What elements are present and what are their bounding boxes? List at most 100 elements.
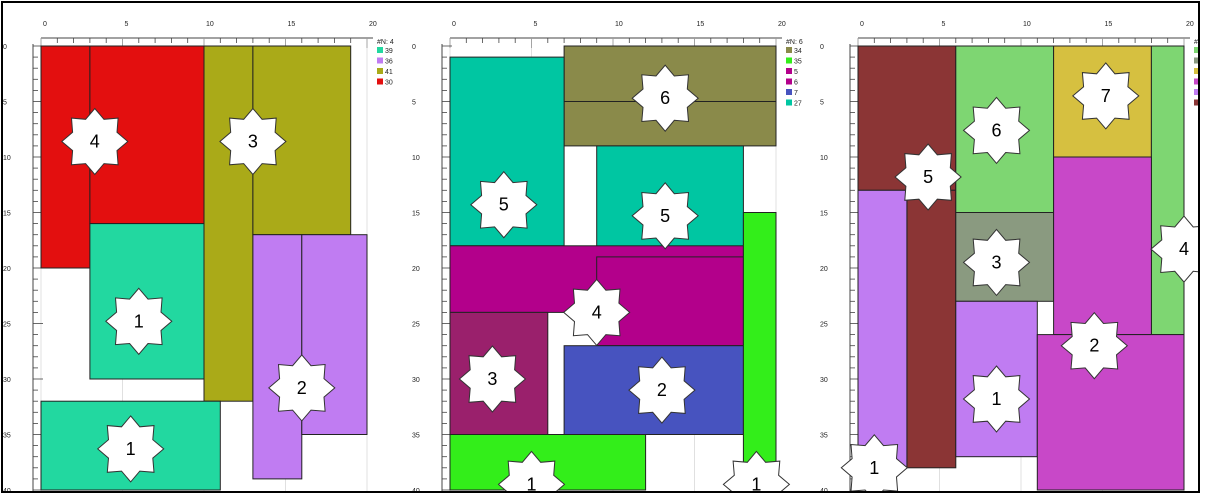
star-marker[interactable]: 2	[1060, 311, 1129, 380]
legend-swatch	[1194, 57, 1198, 64]
star-shape	[1072, 62, 1140, 130]
x-tick-label: 10	[206, 21, 214, 28]
legend-swatch	[786, 68, 792, 74]
x-tick-label: 15	[1105, 21, 1113, 28]
star-marker[interactable]: 5	[631, 182, 699, 250]
puzzle-piece[interactable]	[1150, 45, 1185, 336]
x-tick-label: 5	[534, 21, 538, 28]
puzzle-piece[interactable]	[1053, 156, 1152, 336]
star-marker[interactable]: 3	[962, 228, 1031, 297]
star-marker[interactable]: 6	[631, 64, 699, 132]
star-shape	[962, 228, 1031, 297]
legend-label: 5	[794, 69, 798, 76]
legend-label: 35	[794, 59, 802, 66]
x-tick-label: 15	[697, 21, 705, 28]
star-number: 1	[526, 474, 536, 493]
star-shape	[96, 415, 165, 483]
puzzle-piece[interactable]	[252, 234, 303, 480]
legend-label: 39	[385, 48, 393, 55]
star-shape	[470, 170, 538, 239]
y-tick-label: 15	[820, 211, 828, 218]
star-number: 7	[1101, 86, 1111, 106]
star-marker[interactable]: 1	[105, 287, 173, 356]
puzzle-piece[interactable]	[203, 45, 254, 402]
star-number: 1	[992, 389, 1002, 409]
star-marker[interactable]: 5	[894, 143, 962, 211]
star-number: 3	[992, 252, 1002, 272]
puzzle-piece[interactable]	[906, 189, 957, 469]
star-marker[interactable]: 1	[497, 450, 566, 493]
star-number: 2	[657, 380, 667, 400]
star-shape	[1060, 311, 1129, 380]
legend-swatch	[1194, 47, 1198, 53]
star-shape	[840, 434, 909, 491]
star-marker[interactable]: 1	[96, 415, 165, 483]
star-marker[interactable]: 7	[1072, 62, 1140, 130]
legend-swatch	[786, 78, 792, 85]
puzzle-piece[interactable]	[742, 212, 777, 491]
star-number: 1	[869, 458, 879, 478]
legend-swatch	[786, 47, 792, 53]
star-number: 1	[751, 474, 761, 493]
star-shape	[631, 182, 699, 250]
star-marker[interactable]: 3	[458, 345, 527, 413]
puzzle-piece[interactable]	[857, 189, 908, 469]
star-shape	[628, 356, 696, 424]
star-shape	[219, 107, 287, 176]
star-marker[interactable]: 4	[61, 107, 129, 176]
star-marker[interactable]: 2	[628, 356, 696, 424]
star-shape	[722, 450, 791, 491]
star-number: 3	[248, 131, 258, 151]
y-tick-label: 10	[3, 155, 11, 162]
y-tick-label: 20	[3, 266, 11, 273]
star-marker[interactable]: 1	[722, 450, 791, 493]
legend-label: 34	[794, 48, 802, 55]
y-tick-label: 15	[412, 211, 420, 218]
puzzle-piece[interactable]	[596, 256, 744, 347]
star-marker[interactable]: 6	[962, 96, 1031, 165]
star-number: 6	[660, 88, 670, 108]
legend-title: #N: 4	[377, 39, 394, 46]
puzzle-board-1: 0 5 10 15 20 0 5 10 15 20 25 30 35 40 #N: 4 39 36 41 30 4 3 1…	[3, 21, 394, 491]
star-marker[interactable]: 1	[962, 365, 1031, 433]
x-tick-label: 5	[125, 21, 129, 28]
star-number: 5	[499, 195, 509, 215]
star-marker[interactable]: 2	[268, 354, 336, 422]
legend-swatch	[1194, 68, 1198, 74]
legend-label: 27	[794, 101, 802, 108]
y-tick-label: 25	[820, 322, 828, 329]
x-tick-label: 10	[615, 21, 623, 28]
legend-title: #N: 6	[1194, 39, 1200, 46]
star-shape	[631, 64, 699, 132]
y-tick-label: 5	[412, 100, 416, 107]
legend-swatch	[1194, 99, 1198, 106]
star-number: 4	[592, 302, 602, 322]
legend-swatch	[1194, 78, 1198, 85]
star-marker[interactable]: 4	[562, 278, 631, 347]
legend-swatch	[377, 68, 383, 74]
star-marker[interactable]: 1	[840, 434, 909, 493]
star-number: 5	[923, 167, 933, 187]
legend-swatch	[377, 57, 383, 64]
star-shape	[105, 287, 173, 356]
star-shape	[894, 143, 962, 211]
x-tick-label: 0	[860, 21, 864, 28]
star-marker[interactable]: 4	[1150, 215, 1200, 283]
legend-label: 7	[794, 90, 798, 97]
star-marker[interactable]: 5	[470, 170, 538, 239]
y-tick-label: 10	[412, 155, 420, 162]
x-tick-label: 0	[452, 21, 456, 28]
star-number: 6	[992, 120, 1002, 140]
y-tick-label: 35	[3, 433, 11, 440]
y-tick-label: 40	[820, 488, 828, 493]
star-shape	[268, 354, 336, 422]
legend-swatch	[786, 89, 792, 95]
star-number: 4	[1179, 239, 1189, 259]
star-shape	[61, 107, 129, 176]
star-marker[interactable]: 3	[219, 107, 287, 176]
y-tick-label: 30	[3, 377, 11, 384]
y-tick-label: 0	[412, 44, 416, 51]
